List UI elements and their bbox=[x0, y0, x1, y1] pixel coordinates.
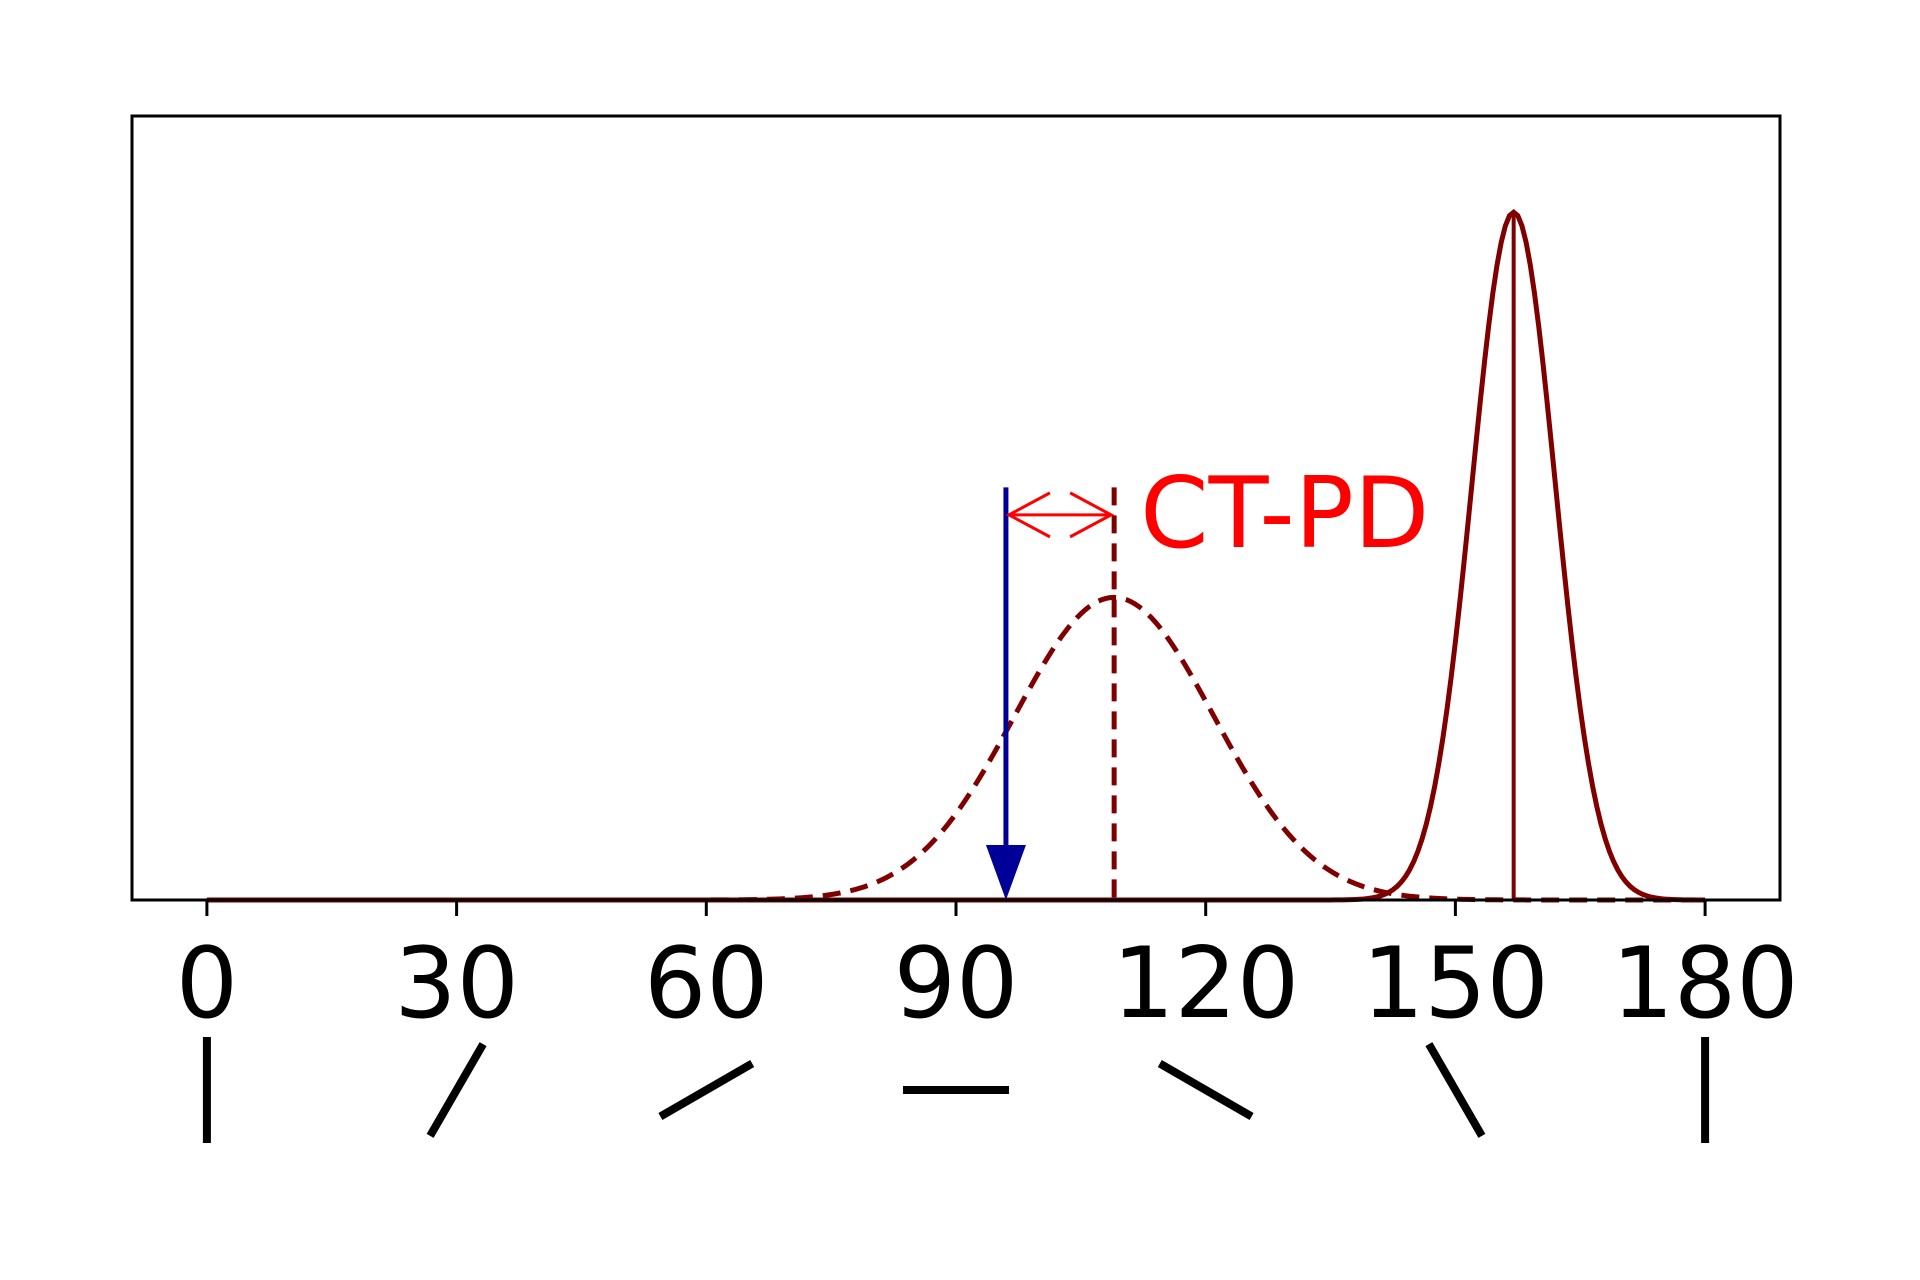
x-tick-label-30: 30 bbox=[394, 927, 519, 1041]
orientation-glyph-60 bbox=[658, 1060, 755, 1120]
x-tick-label-90: 90 bbox=[894, 927, 1019, 1041]
ct-pd-arrow-head-right bbox=[1069, 491, 1115, 539]
x-tick-label-0: 0 bbox=[176, 927, 238, 1041]
x-tick-label-150: 150 bbox=[1362, 927, 1549, 1041]
x-tick-label-60: 60 bbox=[644, 927, 769, 1041]
ct-pd-label: CT-PD bbox=[1140, 457, 1429, 571]
orientation-glyph-30 bbox=[426, 1042, 487, 1138]
x-tick-label-180: 180 bbox=[1612, 927, 1799, 1041]
stimulus-arrow-head bbox=[985, 845, 1026, 900]
x-tick-label-120: 120 bbox=[1112, 927, 1299, 1041]
annotation-group: CT-PD bbox=[1005, 457, 1429, 571]
orientation-glyph-120 bbox=[1157, 1060, 1254, 1120]
x-axis: 0 30 60 90 120 150 180 bbox=[130, 114, 1799, 1041]
orientation-glyphs bbox=[202, 1037, 1710, 1143]
ct-pd-arrow-head-left bbox=[1005, 491, 1051, 539]
orientation-glyph-150 bbox=[1425, 1042, 1486, 1138]
